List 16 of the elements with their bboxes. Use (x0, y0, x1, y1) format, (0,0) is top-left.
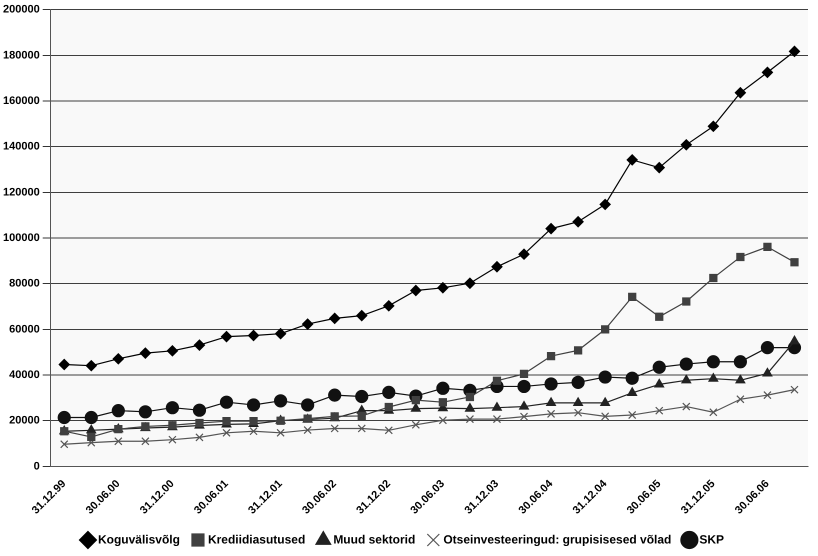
y-tick-label: 60000 (9, 323, 40, 336)
legend-label: Muud sektorid (333, 532, 416, 546)
y-tick-label: 140000 (2, 140, 40, 153)
y-tick-label: 0 (34, 460, 40, 472)
y-tick-label: 100000 (2, 232, 40, 244)
y-tick-label: 120000 (2, 186, 40, 198)
legend-label: Otseinvesteeringud: grupisisesed võlad (443, 532, 672, 546)
y-tick-label: 40000 (9, 369, 40, 382)
y-tick-label: 20000 (9, 414, 40, 427)
y-tick-label: 200000 (2, 4, 40, 16)
legend-label: SKP (699, 532, 724, 546)
y-tick-label: 180000 (2, 49, 40, 62)
legend-label: Koguvälisvõlg (98, 532, 180, 546)
legend-label: Krediidiasutused (208, 532, 306, 546)
y-tick-label: 160000 (2, 94, 40, 107)
y-tick-label: 80000 (9, 278, 40, 290)
